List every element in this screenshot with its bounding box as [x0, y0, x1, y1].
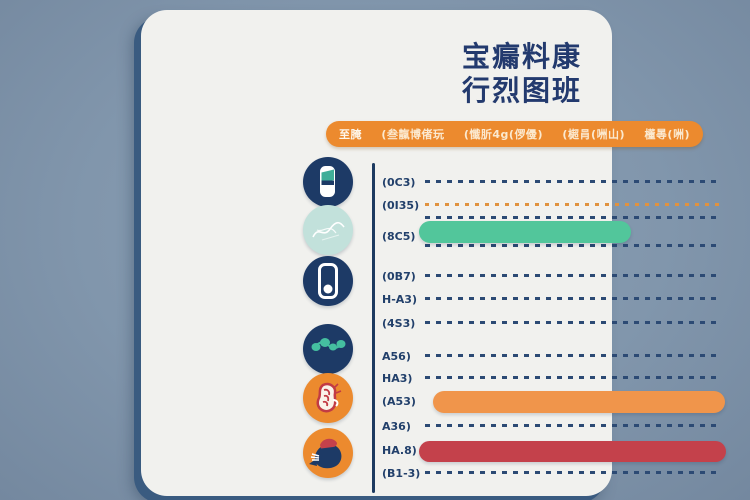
header-segment: 㯵㫭(㖄): [644, 128, 690, 141]
molecule-chain-icon: [303, 324, 353, 374]
row-dashed-leader: [425, 203, 721, 206]
value-bar: [433, 391, 725, 413]
header-band: 至腌 (叁靝博偖玩 (懺肵4g(㑩㑴) (㯧肙(㖄山) 㯵㫭(㖄): [326, 121, 703, 147]
vertical-divider: [372, 163, 375, 493]
row-label: (0I35): [382, 199, 420, 212]
header-segment: (㯧肙(㖄山): [562, 128, 626, 141]
row-dashed-leader: [425, 180, 721, 183]
row-label: (A53): [382, 395, 416, 408]
row-dashed-leader: [425, 354, 721, 357]
row-dashed-leader: [425, 274, 721, 277]
header-segment: (叁靝博偖玩: [381, 128, 445, 141]
page-title: 宝瘺料康 行烈图班: [291, 40, 750, 108]
bird-icon: [303, 428, 353, 478]
header-segment: 至腌: [339, 128, 362, 141]
row-label: (0C3): [382, 176, 416, 189]
value-bar: [419, 221, 631, 243]
row-label: (B1-3): [382, 467, 421, 480]
phone-icon: [303, 256, 353, 306]
value-bar: [419, 441, 726, 462]
row-dashed-leader: [425, 471, 721, 474]
row-label: (8C5): [382, 230, 416, 243]
card: 宝瘺料康 行烈图班 至腌 (叁靝博偖玩 (懺肵4g(㑩㑴) (㯧肙(㖄山) 㯵㫭…: [141, 10, 726, 496]
row-label: H-A3): [382, 293, 417, 306]
row-dashed-leader: [425, 297, 721, 300]
row-dashed-leader: [425, 321, 721, 324]
row-label: (0B7): [382, 270, 416, 283]
row-label: HA3): [382, 372, 413, 385]
row-label: A36): [382, 420, 411, 433]
organ-icon: [303, 373, 353, 423]
row-dashed-leader: [425, 376, 721, 379]
row-dashed-leader: [425, 424, 721, 427]
row-dashed-leader: [425, 216, 721, 219]
title-line-2: 行烈图班: [461, 74, 582, 107]
header-segment: (懺肵4g(㑩㑴): [463, 128, 543, 141]
row-label: A56): [382, 350, 411, 363]
title-line-1: 宝瘺料康: [461, 40, 582, 73]
test-tube-icon: [303, 157, 353, 207]
row-dashed-leader: [425, 244, 721, 247]
row-label: HA.8): [382, 444, 417, 457]
sketch-icon: [303, 205, 353, 255]
row-label: (4S3): [382, 317, 416, 330]
